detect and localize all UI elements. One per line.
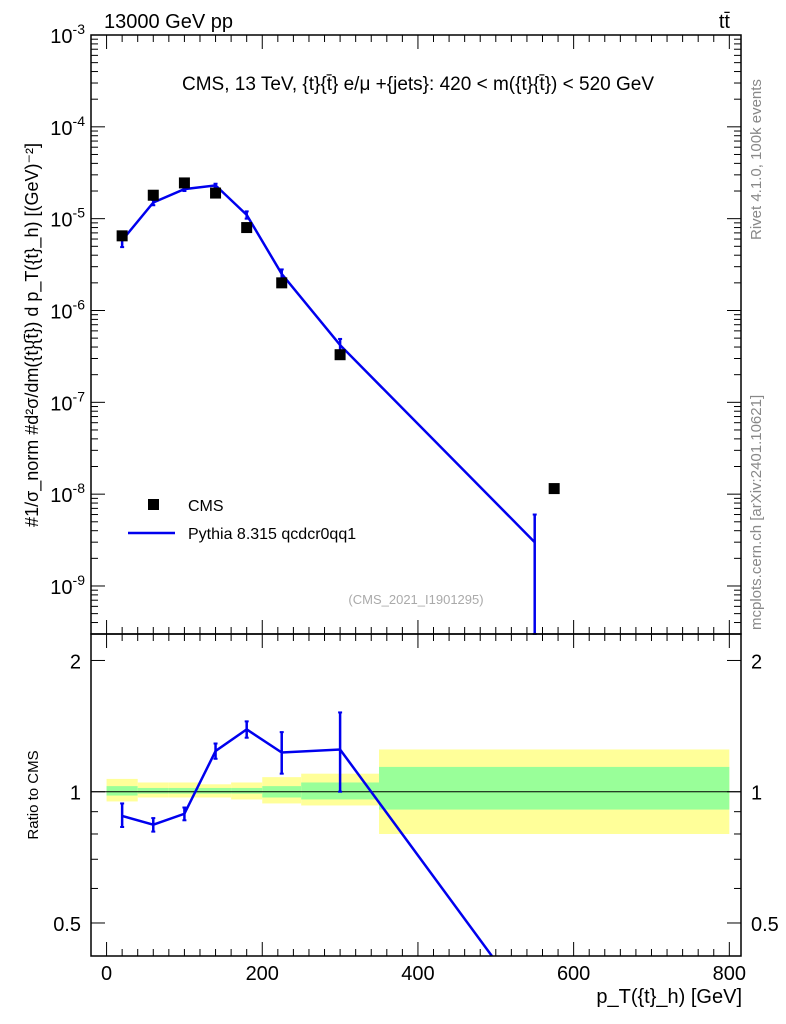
- main-y-tick-label: 10-9: [50, 572, 85, 599]
- ratio-band-green: [168, 787, 200, 794]
- ratio-axis-ticks: 0 200 400 600 800 0.5 0.5 1 1 2 2: [53, 634, 779, 985]
- legend-marker-cms: [148, 499, 159, 510]
- ratio-y-tick-label-right: 1: [751, 783, 762, 805]
- ratio-y-tick-label-right: 2: [751, 651, 762, 673]
- main-plot-title: CMS, 13 TeV, {t}{t̄} e/μ +{jets}: 420 < …: [182, 74, 654, 95]
- main-series: [116, 177, 560, 635]
- cms-data-point: [178, 177, 190, 189]
- x-axis-label: p_T({t}_h) [GeV]: [596, 986, 742, 1008]
- ratio-bands: [106, 749, 730, 834]
- legend-label-cms: CMS: [188, 498, 224, 515]
- x-tick-label: 200: [246, 963, 279, 985]
- mcplots-reference-label: mcplots.cern.ch [arXiv:2401.10621]: [748, 395, 765, 630]
- main-y-tick-label: 10-6: [50, 296, 85, 323]
- cms-data-point: [147, 189, 159, 201]
- header-collision-label: 13000 GeV pp: [104, 11, 233, 33]
- ratio-y-tick-label-right: 0.5: [751, 914, 779, 936]
- cms-data-point: [548, 483, 560, 495]
- main-y-tick-label: 10-5: [50, 205, 85, 232]
- ratio-band-green: [379, 766, 730, 810]
- x-tick-label: 400: [401, 963, 434, 985]
- ratio-band-green: [137, 787, 169, 794]
- main-y-axis-label: #1/σ_norm #d²σ/dm({t}{t̄}) d p_T({t}_h) …: [22, 143, 43, 527]
- ratio-y-tick-label: 1: [70, 783, 81, 805]
- legend-label-pythia: Pythia 8.315 qcdcr0qq1: [188, 526, 356, 543]
- header-process-label: tt̄: [719, 11, 731, 33]
- legend: CMS Pythia 8.315 qcdcr0qq1: [128, 498, 356, 543]
- ratio-band-green: [199, 787, 232, 794]
- ratio-band-green: [106, 786, 138, 796]
- cms-data-point: [334, 349, 346, 361]
- x-tick-label: 0: [101, 963, 112, 985]
- ratio-series: [120, 711, 493, 957]
- ratio-plot-frame: [90, 633, 742, 957]
- ratio-y-tick-label: 0.5: [53, 914, 81, 936]
- ratio-band-green: [231, 787, 263, 794]
- main-axis-ticks: 10-9 10-8 10-7 10-6 10-5 10-4 10-3: [50, 21, 741, 635]
- main-y-tick-label: 10-4: [50, 113, 85, 140]
- rivet-version-label: Rivet 4.1.0, 100k events: [748, 79, 765, 240]
- pythia-line: [121, 184, 536, 544]
- cms-data-point: [210, 187, 222, 199]
- cms-data-point: [241, 222, 253, 234]
- main-y-tick-label: 10-3: [50, 21, 85, 48]
- main-y-tick-label: 10-7: [50, 388, 85, 415]
- main-y-tick-label: 10-8: [50, 480, 85, 507]
- analysis-id-watermark: (CMS_2021_I1901295): [348, 592, 483, 607]
- cms-data-point: [276, 277, 288, 289]
- pythia-ratio-line: [121, 727, 493, 957]
- main-plot-frame: [90, 34, 742, 635]
- ratio-y-tick-label: 2: [70, 651, 81, 673]
- cms-data-point: [116, 230, 128, 242]
- ratio-y-axis-label: Ratio to CMS: [25, 750, 42, 839]
- x-tick-label: 800: [713, 963, 746, 985]
- x-tick-label: 600: [557, 963, 590, 985]
